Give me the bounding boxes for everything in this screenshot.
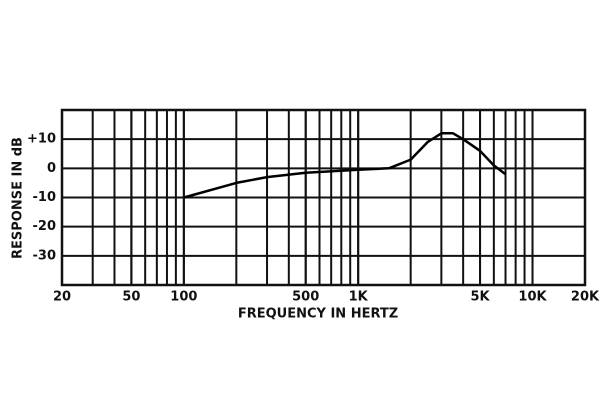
x-tick-label: 500 xyxy=(292,290,319,305)
y-tick-label: -30 xyxy=(33,248,57,263)
response-curve xyxy=(183,132,507,199)
y-tick-label: 0 xyxy=(47,161,56,176)
y-tick-label: -10 xyxy=(33,190,57,205)
y-axis-label: RESPONSE IN dB xyxy=(11,137,26,259)
x-tick-label: 5K xyxy=(470,290,490,305)
x-axis-label: FREQUENCY IN HERTZ xyxy=(238,307,398,322)
y-tick-label: +10 xyxy=(27,132,56,147)
x-tick-label: 10K xyxy=(518,290,547,305)
x-tick-label: 20K xyxy=(571,290,600,305)
x-tick-label: 1K xyxy=(349,290,369,305)
x-tick-label: 100 xyxy=(170,290,197,305)
y-tick-label: -20 xyxy=(33,219,57,234)
x-tick-label: 20 xyxy=(53,290,71,305)
x-tick-label: 50 xyxy=(122,290,140,305)
